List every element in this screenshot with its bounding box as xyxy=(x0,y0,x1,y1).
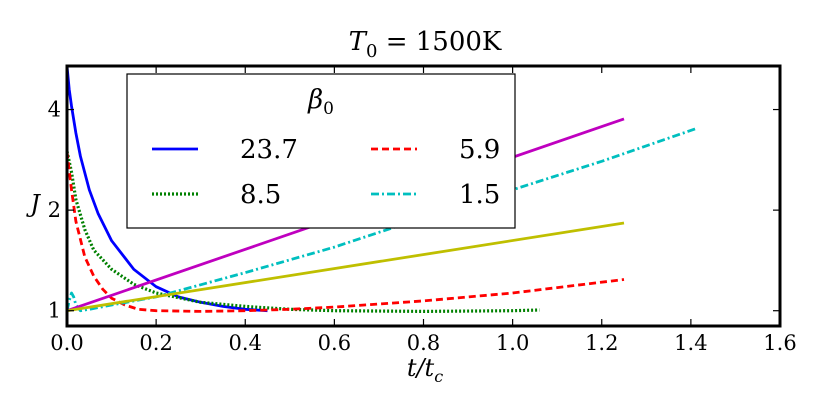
y-axis-label: J xyxy=(25,190,41,218)
legend-entries: 23.7 8.5 5.9 1.5 xyxy=(152,135,500,210)
series-line-2 xyxy=(65,151,625,313)
x-tick-label: 1.2 xyxy=(585,331,618,355)
x-tick-label: 0.6 xyxy=(318,331,351,355)
legend-label-2: 5.9 xyxy=(459,135,500,165)
x-tick-label: 1.6 xyxy=(763,331,796,355)
tick-layer: 0.0 0.2 0.4 0.6 0.8 1.0 1.2 1.4 1.6 1 2 4 xyxy=(48,66,797,355)
x-tick-label: 0.2 xyxy=(139,331,172,355)
legend-title-symbol: β xyxy=(307,85,323,115)
legend-label-1: 8.5 xyxy=(240,180,281,210)
legend-title-subscript: 0 xyxy=(323,99,334,119)
title-subscript: 0 xyxy=(366,41,377,62)
title-symbol: T xyxy=(349,27,368,57)
x-tick-label: 0.8 xyxy=(407,331,440,355)
y-tick-label: 1 xyxy=(48,299,61,323)
title-rest: = 1500K xyxy=(377,27,501,57)
series-line-5 xyxy=(66,221,625,313)
x-tick-label: 0.4 xyxy=(229,331,262,355)
legend-box xyxy=(126,73,516,229)
legend-label-0: 23.7 xyxy=(240,135,298,165)
plot-frame xyxy=(65,64,782,328)
legend-label-3: 1.5 xyxy=(459,180,500,210)
x-axis-label-subscript: c xyxy=(434,367,443,386)
x-axis-label-symbol: t/t xyxy=(407,354,435,382)
y-tick-label: 2 xyxy=(48,198,61,222)
x-tick-label: 1.4 xyxy=(674,331,707,355)
x-tick-label: 1.0 xyxy=(496,331,529,355)
legend: β0 23.7 8.5 5.9 1.5 xyxy=(126,73,516,229)
y-tick-label: 4 xyxy=(48,98,61,122)
legend-title: β0 xyxy=(307,85,334,119)
chart-title: T0 = 1500K xyxy=(349,27,502,62)
x-axis-label: t/tc xyxy=(407,354,443,386)
x-tick-label: 0.0 xyxy=(50,331,83,355)
